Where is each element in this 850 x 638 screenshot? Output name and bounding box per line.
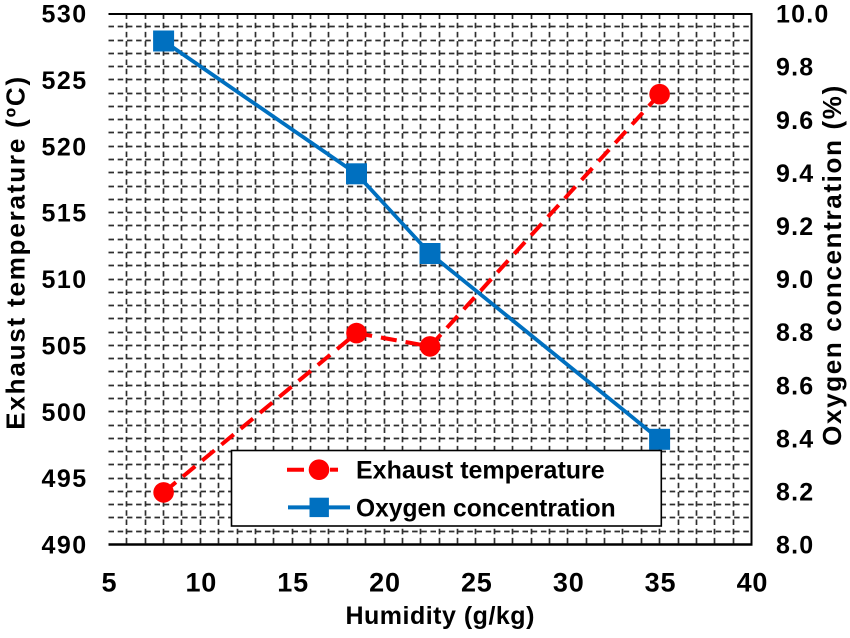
svg-text:490: 490 [41,532,87,560]
svg-text:15: 15 [277,568,309,598]
svg-text:8.8: 8.8 [776,319,814,347]
svg-text:520: 520 [41,133,87,161]
svg-text:8.4: 8.4 [776,425,814,453]
svg-text:515: 515 [41,200,87,228]
svg-text:10: 10 [185,568,217,598]
svg-text:9.8: 9.8 [776,54,814,82]
svg-text:505: 505 [41,333,87,361]
svg-text:Oxygen concentration (%): Oxygen concentration (%) [817,84,847,446]
svg-text:40: 40 [737,568,769,598]
svg-text:9.2: 9.2 [776,213,814,241]
svg-text:495: 495 [41,465,87,493]
svg-text:8.6: 8.6 [776,372,814,400]
svg-text:30: 30 [553,568,585,598]
svg-text:500: 500 [41,399,87,427]
svg-text:530: 530 [41,1,87,29]
svg-text:525: 525 [41,67,87,95]
svg-text:25: 25 [461,568,493,598]
svg-text:8.2: 8.2 [776,479,814,507]
svg-text:9.4: 9.4 [776,160,814,188]
svg-text:Exhaust temperature (ºC): Exhaust temperature (ºC) [1,75,31,430]
svg-text:10.0: 10.0 [776,1,829,29]
svg-text:35: 35 [645,568,677,598]
svg-text:20: 20 [369,568,401,598]
svg-text:Oxygen concentration: Oxygen concentration [356,496,616,523]
svg-text:Exhaust temperature: Exhaust temperature [356,456,605,484]
svg-text:Humidity (g/kg): Humidity (g/kg) [345,602,534,630]
svg-text:8.0: 8.0 [776,532,814,560]
svg-text:9.0: 9.0 [776,266,814,294]
svg-text:9.6: 9.6 [776,107,814,135]
svg-text:510: 510 [41,266,87,294]
svg-text:5: 5 [101,568,117,598]
